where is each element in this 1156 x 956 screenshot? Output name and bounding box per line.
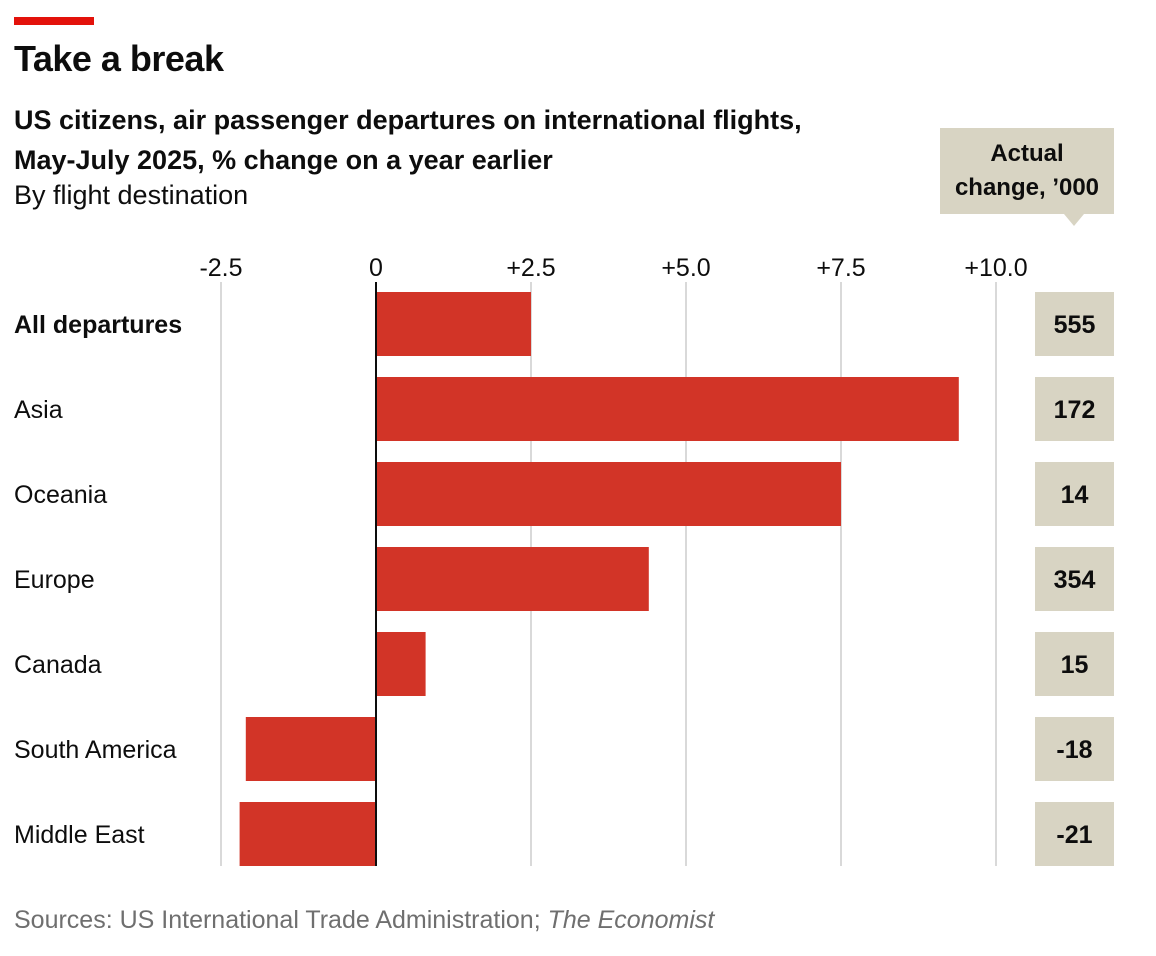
- source-note: Sources: US International Trade Administ…: [14, 906, 714, 935]
- category-label: South America: [14, 736, 177, 764]
- bar: [376, 547, 649, 611]
- actual-change-header: Actual change, ’000: [940, 128, 1114, 214]
- source-publication: The Economist: [547, 906, 715, 934]
- subtitle-line-1: US citizens, air passenger departures on…: [14, 105, 802, 135]
- value-label: 14: [1061, 481, 1089, 509]
- value-panel: [1035, 292, 1114, 356]
- value-panel: [1035, 802, 1114, 866]
- category-label: All departures: [14, 311, 182, 339]
- bar: [376, 377, 959, 441]
- value-label: -21: [1056, 821, 1092, 849]
- bar: [239, 802, 376, 866]
- value-panel: [1035, 547, 1114, 611]
- x-tick-label: +2.5: [506, 254, 555, 282]
- x-tick-label: +10.0: [964, 254, 1027, 282]
- bar: [245, 717, 376, 781]
- value-label: 15: [1061, 651, 1089, 679]
- value-label: 354: [1054, 566, 1096, 594]
- category-label: Oceania: [14, 481, 107, 509]
- source-prefix: Sources: US International Trade Administ…: [14, 906, 548, 934]
- subtitle-line-2: May-July 2025, % change on a year earlie…: [14, 145, 553, 175]
- actual-change-header-line-2: change, ’000: [954, 174, 1100, 201]
- bar: [376, 462, 841, 526]
- category-label: Middle East: [14, 821, 145, 849]
- value-label: 172: [1054, 396, 1096, 424]
- category-label: Canada: [14, 651, 102, 679]
- category-label: Asia: [14, 396, 63, 424]
- x-tick-label: 0: [369, 254, 383, 282]
- value-label: 555: [1054, 311, 1096, 339]
- value-label: -18: [1056, 736, 1092, 764]
- value-panel: [1035, 377, 1114, 441]
- value-panel: [1035, 717, 1114, 781]
- x-tick-label: -2.5: [199, 254, 242, 282]
- category-label: Europe: [14, 566, 95, 594]
- x-tick-label: +5.0: [661, 254, 710, 282]
- subtitle-note: By flight destination: [14, 180, 249, 210]
- accent-bar: [14, 17, 94, 25]
- x-tick-label: +7.5: [816, 254, 865, 282]
- value-panel: [1035, 462, 1114, 526]
- callout-pointer: [1064, 214, 1084, 226]
- chart-subtitle: US citizens, air passenger departures on…: [14, 100, 802, 180]
- value-panel: [1035, 632, 1114, 696]
- actual-change-header-line-1: Actual: [990, 140, 1064, 167]
- bar: [376, 292, 531, 356]
- bar: [376, 632, 426, 696]
- chart-title: Take a break: [14, 38, 224, 79]
